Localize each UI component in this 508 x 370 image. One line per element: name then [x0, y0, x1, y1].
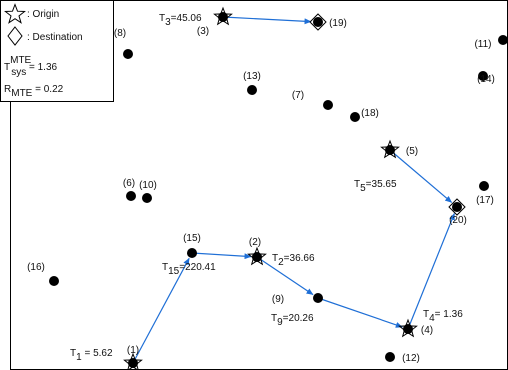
route-arrow: [222, 16, 312, 25]
node-label: (14): [477, 74, 495, 85]
travel-time-label: T4= 1.36: [423, 309, 463, 324]
node-dot: [385, 352, 395, 362]
route-arrow: [317, 297, 403, 328]
route-arrow: [191, 252, 252, 260]
node-dot: [403, 324, 413, 334]
destination-diamond-icon: [448, 198, 466, 216]
legend-destination-label: : Destination: [27, 32, 83, 43]
node-label: (4): [421, 325, 433, 336]
legend-tsys: TMTE sys = 1.36: [4, 55, 58, 78]
node-dot: [142, 193, 152, 203]
travel-time-label: T9=20.26: [271, 313, 314, 328]
node-dot: [218, 12, 228, 22]
node-label: (8): [114, 28, 126, 39]
route-arrow: [389, 149, 453, 203]
node-label: (17): [476, 195, 494, 206]
node-labels: (1) (2) (3) (4) (5) (6) (7) (8) (9) (10) (11) (12) (…: [27, 18, 495, 364]
node-label: (15): [183, 233, 201, 244]
route-arrow: [407, 213, 455, 330]
origin-star-icon: [123, 352, 143, 370]
node-label: (9): [272, 294, 284, 305]
origin-star-icon: [213, 6, 233, 26]
node-label: (7): [292, 90, 304, 101]
node-label: (13): [243, 71, 261, 82]
node-dot: [49, 276, 59, 286]
node-dot: [128, 358, 138, 368]
node-dot: [187, 248, 197, 258]
node-dot: [323, 100, 333, 110]
route-arrow: [132, 257, 190, 364]
node-dot: [252, 252, 262, 262]
legend-rmte: RMTE = 0.22: [4, 84, 64, 99]
node-dot: [452, 202, 462, 212]
node-label: (18): [361, 108, 379, 119]
travel-time-label: T1 = 5.62: [70, 348, 113, 363]
legend: : Origin : Destination TMTE sys = 1.36 RM…: [0, 0, 114, 102]
origin-star-icon: [4, 3, 26, 24]
node-dot: [385, 145, 395, 155]
node-dot: [313, 17, 323, 27]
travel-time-label: T5=35.65: [354, 179, 397, 194]
node-label: (19): [329, 18, 347, 29]
travel-time-label: T3=45.06: [159, 13, 202, 28]
node-label: (16): [27, 262, 45, 273]
origin-star-icon: [398, 318, 418, 338]
node-label: (1): [127, 345, 139, 356]
node-dot: [478, 71, 488, 81]
node-label: (3): [197, 26, 209, 37]
node-label: (12): [402, 353, 420, 364]
destination-diamond-icon: [7, 26, 23, 46]
node-dot: [247, 85, 257, 95]
destination-diamond-icon: [309, 13, 327, 31]
routes: [132, 16, 455, 364]
route-arrow: [256, 256, 314, 296]
node-label: (2): [249, 237, 261, 248]
node-label: (6): [123, 178, 135, 189]
node-dot: [498, 35, 508, 45]
legend-origin-label: : Origin: [27, 9, 59, 20]
travel-time-labels: T1 = 5.62 T15=220.41 T2=36.66 T9=20.26 T4= 1…: [70, 13, 463, 363]
node-label: (20): [449, 215, 467, 226]
node-dot: [350, 112, 360, 122]
node-label: (5): [406, 146, 418, 157]
node-dot: [313, 293, 323, 303]
node-dot: [479, 181, 489, 191]
node-dot: [126, 191, 136, 201]
nodes: [49, 6, 508, 370]
travel-time-label: T15=220.41: [162, 262, 216, 277]
travel-time-label: T2=36.66: [272, 253, 315, 268]
origin-star-icon: [380, 139, 400, 159]
origin-star-icon: [247, 246, 267, 266]
node-label: (10): [139, 180, 157, 191]
node-label: (11): [474, 39, 491, 50]
node-dot: [123, 49, 133, 59]
